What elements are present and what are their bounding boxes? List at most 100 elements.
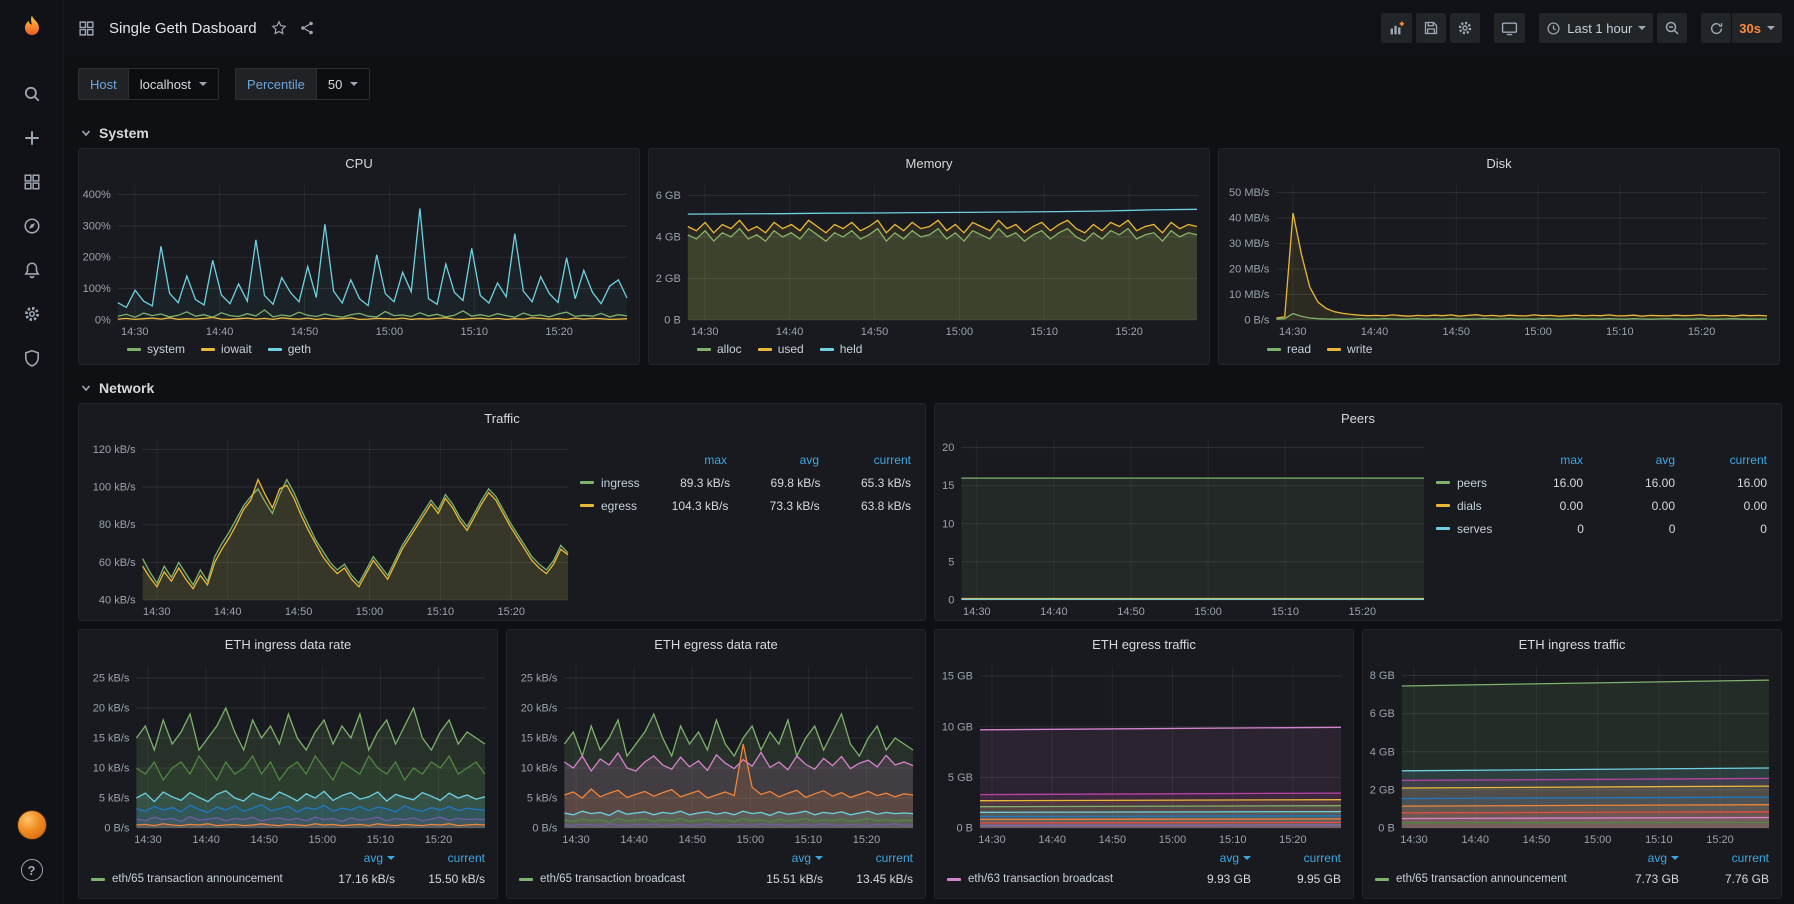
legend-sort-avg[interactable]: avg [1589,851,1679,865]
legend-row-dials: dials 0.00 0.00 0.00 [1436,494,1767,517]
grafana-logo[interactable] [0,0,64,56]
refresh-button[interactable] [1701,13,1732,43]
svg-text:14:40: 14:40 [192,834,220,846]
percentile-variable-label: Percentile [235,68,316,100]
legend-sort-avg[interactable]: avg [1655,452,1675,467]
legend-item[interactable]: read [1267,342,1311,356]
panel-disk-title[interactable]: Disk [1219,149,1779,177]
legend-item[interactable]: alloc [697,342,742,356]
apps-grid-icon[interactable] [78,20,95,37]
dashboards-icon[interactable] [14,170,50,194]
legend-label: write [1347,342,1373,356]
chevron-down-icon [1767,26,1775,30]
percentile-variable-dropdown[interactable]: 50 [315,68,371,100]
legend-item[interactable]: used [757,342,804,356]
star-icon[interactable] [271,20,287,36]
legend-sort-max[interactable]: max [704,452,727,467]
svg-text:14:30: 14:30 [1279,326,1307,338]
panel-memory-title[interactable]: Memory [649,149,1209,177]
row-header-network[interactable]: Network [80,373,1782,403]
cycle-view-button[interactable] [1494,13,1526,43]
panel-traffic-title[interactable]: Traffic [79,404,925,432]
series-color-dash [1375,877,1389,881]
legend-sort-avg[interactable]: avg [305,851,395,865]
legend-item[interactable]: held [819,342,862,356]
configuration-gear-icon[interactable] [14,302,50,326]
disk-chart[interactable]: 14:30 14:40 14:50 15:00 15:10 15:20 0 B/s 10 MB… [1219,177,1779,340]
sidebar: ? [0,0,64,904]
add-panel-button[interactable] [1381,13,1413,43]
legend-sort-current[interactable]: current [873,452,911,467]
legend-header: avg current [91,848,485,868]
legend-series-toggle[interactable]: eth/65 transaction announcement [1375,873,1589,885]
time-range-picker[interactable]: Last 1 hour [1539,13,1654,43]
zoom-out-button[interactable] [1657,13,1688,43]
server-admin-shield-icon[interactable] [14,346,50,370]
legend-sort-current[interactable]: current [1251,851,1341,865]
legend-series-toggle[interactable]: peers [1436,476,1491,490]
user-avatar[interactable] [16,810,47,840]
legend-table-header: max avg current [1436,448,1767,471]
dashboard-title[interactable]: Single Geth Dasboard [109,19,257,37]
panel-eth-egress-traffic-title[interactable]: ETH egress traffic [935,630,1353,658]
variable-percentile: Percentile 50 [235,68,371,100]
legend-item[interactable]: system [127,342,185,356]
dashboard-settings-button[interactable] [1450,13,1481,43]
legend-series-toggle[interactable]: dials [1436,499,1491,513]
explore-icon[interactable] [14,214,50,238]
help-icon[interactable]: ? [14,858,50,882]
legend-series-toggle[interactable]: egress [580,499,637,513]
panel-cpu-title[interactable]: CPU [79,149,639,177]
eth-ingress-rate-legend: avg current eth/65 transaction announcem… [79,848,497,898]
create-icon[interactable] [14,126,50,150]
legend-series-toggle[interactable]: serves [1436,522,1492,536]
legend-series-toggle[interactable]: eth/65 transaction broadcast [519,873,733,885]
memory-chart[interactable]: 14:30 14:40 14:50 15:00 15:10 15:20 0 B 2 GB 4 G… [649,177,1209,340]
legend-sort-max[interactable]: max [1560,452,1583,467]
search-icon[interactable] [14,82,50,106]
panel-peers-title[interactable]: Peers [935,404,1781,432]
traffic-chart[interactable]: 14:30 14:40 14:50 15:00 15:10 15:20 40 kB/s 60 … [79,432,580,620]
variable-host: Host localhost [78,68,220,100]
legend-item[interactable]: iowait [201,342,252,356]
eth-ingress-traffic-chart[interactable]: 14:30 14:40 14:50 15:00 15:10 15:20 0 B 2 GB 4 G… [1363,658,1781,848]
legend-value-current: 16.00 [1736,475,1767,490]
share-icon[interactable] [299,20,315,36]
legend-item[interactable]: write [1327,342,1372,356]
legend-series-toggle[interactable]: eth/65 transaction announcement [91,873,305,885]
panel-eth-ingress-rate-title[interactable]: ETH ingress data rate [79,630,497,658]
save-dashboard-button[interactable] [1416,13,1447,43]
legend-sort-current[interactable]: current [395,851,485,865]
legend-value-max: 0.00 [1559,498,1583,513]
eth-ingress-rate-chart[interactable]: 14:30 14:40 14:50 15:00 15:10 15:20 0 B/s 5 kB/… [79,658,497,848]
host-variable-dropdown[interactable]: localhost [127,68,220,100]
svg-text:14:40: 14:40 [1461,834,1489,846]
eth-egress-traffic-chart[interactable]: 14:30 14:40 14:50 15:00 15:10 15:20 0 B 5 GB 10 … [935,658,1353,848]
panel-eth-egress-rate-title[interactable]: ETH egress data rate [507,630,925,658]
svg-text:0 B: 0 B [956,823,973,835]
svg-text:15:20: 15:20 [853,834,881,846]
eth-egress-rate-chart[interactable]: 14:30 14:40 14:50 15:00 15:10 15:20 0 B/s 5 kB/… [507,658,925,848]
legend-sort-avg[interactable]: avg [1161,851,1251,865]
legend-sort-current[interactable]: current [823,851,913,865]
chevron-down-icon [387,856,395,860]
legend-row: eth/65 transaction broadcast 15.51 kB/s … [519,868,913,890]
svg-text:15:20: 15:20 [1349,606,1377,618]
panel-eth-ingress-traffic-title[interactable]: ETH ingress traffic [1363,630,1781,658]
legend-sort-current[interactable]: current [1729,452,1767,467]
svg-text:14:50: 14:50 [678,834,706,846]
time-range-label: Last 1 hour [1567,20,1633,36]
peers-chart[interactable]: 14:30 14:40 14:50 15:00 15:10 15:20 0 5 10 15 20 [935,432,1436,620]
row-header-system[interactable]: System [80,118,1782,148]
refresh-interval-picker[interactable]: 30s [1732,13,1782,43]
legend-sort-current[interactable]: current [1679,851,1769,865]
legend-value-max: 16.00 [1552,475,1583,490]
legend-sort-avg[interactable]: avg [799,452,819,467]
legend-series-toggle[interactable]: ingress [580,476,640,490]
alerting-icon[interactable] [14,258,50,282]
legend-item[interactable]: geth [267,342,311,356]
cpu-chart[interactable]: 14:30 14:40 14:50 15:00 15:10 15:20 0% 100% 200%… [79,177,639,340]
svg-text:14:50: 14:50 [861,326,889,338]
legend-sort-avg[interactable]: avg [733,851,823,865]
legend-series-toggle[interactable]: eth/63 transaction broadcast [947,873,1161,885]
